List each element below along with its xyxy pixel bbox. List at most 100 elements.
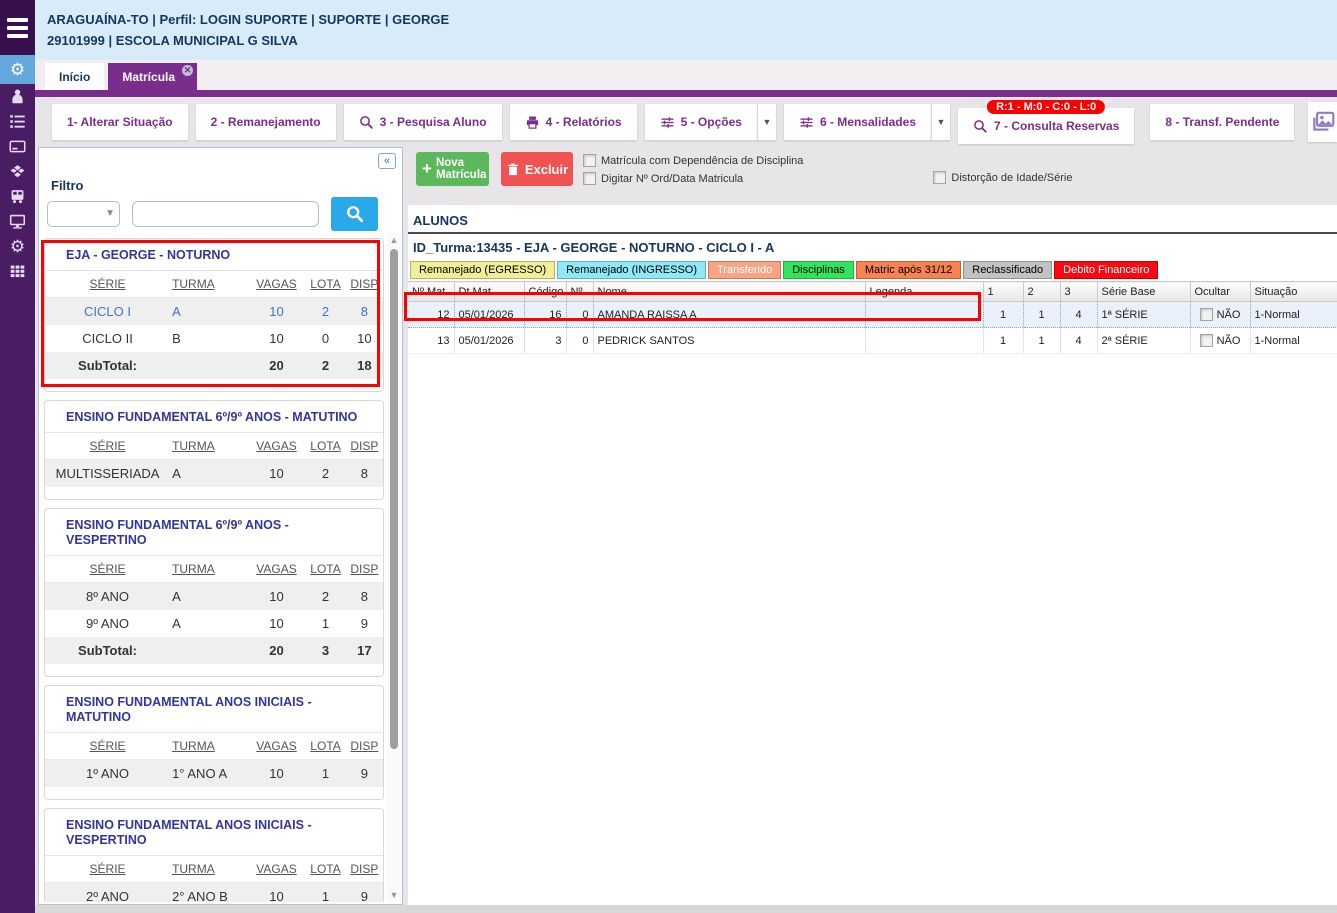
col-serie[interactable]: SÉRIE xyxy=(45,855,171,883)
transf-pendente-button[interactable]: 8 - Transf. Pendente xyxy=(1150,104,1295,140)
turma-header: ID_Turma:13435 - EJA - GEORGE - NOTURNO … xyxy=(413,240,775,255)
col-vagas[interactable]: VAGAS xyxy=(247,432,306,460)
tab-inicio[interactable]: Início xyxy=(45,63,105,90)
turma-row[interactable]: CICLO II B 10 0 10 xyxy=(82,331,372,346)
col-disp[interactable]: DISP xyxy=(345,432,383,460)
col-lota[interactable]: LOTA xyxy=(305,555,346,583)
legend-row: Remanejado (EGRESSO) Remanejado (INGRESS… xyxy=(408,260,1337,281)
sidebar-item-numbered-list[interactable] xyxy=(0,109,35,134)
photo-stack-icon xyxy=(1312,111,1335,131)
col-turma[interactable]: TURMA xyxy=(170,432,248,460)
panel-scrollbar[interactable]: ▲ ▼ xyxy=(387,233,401,902)
opcoes-dropdown-button[interactable]: ▼ xyxy=(756,104,776,140)
col-vagas[interactable]: VAGAS xyxy=(247,855,306,883)
search-icon xyxy=(346,206,363,223)
col-serie[interactable]: SÉRIE xyxy=(45,555,171,583)
col-vagas[interactable]: VAGAS xyxy=(247,270,306,298)
col-lota[interactable]: LOTA xyxy=(305,732,346,760)
filter-type-select[interactable]: ▼ xyxy=(47,201,120,227)
legend-debito-financeiro: Debito Financeiro xyxy=(1054,261,1159,279)
student-row[interactable]: 13 05/01/2026 3 0 PEDRICK SANTOS 1 1 4 2… xyxy=(408,327,1337,354)
col-serie[interactable]: SÉRIE xyxy=(45,270,171,298)
scroll-up-arrow[interactable]: ▲ xyxy=(389,235,399,245)
sidebar-item-payments-card[interactable] xyxy=(0,134,35,159)
col-lota[interactable]: LOTA xyxy=(305,270,346,298)
consulta-reservas-label: 7 - Consulta Reservas xyxy=(994,119,1120,133)
turmas-panel: « Filtro ▼ EJA - GEORGE - NOTURNO SÉRIE … xyxy=(38,147,403,905)
horizontal-scrollbar[interactable] xyxy=(35,905,1337,913)
turma-row[interactable]: 1º ANO 1° ANO A 10 1 9 xyxy=(45,759,383,787)
col-vagas[interactable]: VAGAS xyxy=(247,732,306,760)
ocultar-label: NÃO xyxy=(1216,308,1241,321)
consulta-reservas-button[interactable]: 7 - Consulta Reservas xyxy=(958,108,1135,144)
opcoes-button[interactable]: 5 - Opções xyxy=(644,104,757,140)
pesquisa-aluno-button[interactable]: 3 - Pesquisa Aluno xyxy=(343,104,502,140)
sidebar-item-person[interactable] xyxy=(0,84,35,109)
turma-row[interactable]: 8º ANO A 10 2 8 xyxy=(45,582,383,610)
header-line1: ARAGUAÍNA-TO | Perfil: LOGIN SUPORTE | S… xyxy=(47,12,450,27)
checkbox-distorcao[interactable] xyxy=(933,171,947,184)
sidebar: ⚙ ⚙ xyxy=(0,0,35,913)
filter-search-button[interactable] xyxy=(331,197,378,231)
sliders-icon xyxy=(800,116,813,128)
legend-matric-apos: Matric após 31/12 xyxy=(855,261,962,279)
col-turma[interactable]: TURMA xyxy=(170,855,248,883)
turma-row[interactable]: 9º ANO A 10 1 9 xyxy=(86,616,369,631)
sidebar-item-grid[interactable] xyxy=(0,259,35,284)
subtotal-row: SubTotal: 20 2 18 xyxy=(45,352,383,379)
sidebar-item-monitor[interactable] xyxy=(0,209,35,234)
scroll-down-arrow[interactable]: ▼ xyxy=(389,890,399,900)
photos-button[interactable] xyxy=(1308,102,1337,142)
group-title: ENSINO FUNDAMENTAL ANOS INICIAIS - MATUT… xyxy=(66,695,312,724)
hamburger-menu-icon[interactable] xyxy=(0,0,35,55)
bus-icon xyxy=(11,190,24,204)
checkbox-dependencia-label: Matrícula com Dependência de Disciplina xyxy=(601,154,804,167)
credit-card-icon xyxy=(9,140,26,153)
nova-matricula-button[interactable]: + Nova Matrícula xyxy=(416,152,489,186)
sidebar-item-settings-gears[interactable]: ⚙ xyxy=(0,55,35,84)
ocultar-checkbox[interactable] xyxy=(1199,308,1213,321)
col-turma[interactable]: TURMA xyxy=(170,732,248,760)
relatorios-button[interactable]: 4 - Relatórios xyxy=(509,104,637,140)
action-bar: + Nova Matrícula Excluir Matrícula com D… xyxy=(408,147,1337,205)
students-header-row: Nº Mat Dt Mat Código Nº Nome Legenda 1 2… xyxy=(408,281,1337,302)
scrollbar-thumb[interactable] xyxy=(390,249,398,749)
collapse-panel-button[interactable]: « xyxy=(378,153,396,169)
col-lota[interactable]: LOTA xyxy=(305,432,346,460)
filter-search-input[interactable] xyxy=(132,201,319,227)
tab-matricula[interactable]: Matrícula ✕ xyxy=(108,63,198,90)
ocultar-checkbox[interactable] xyxy=(1199,334,1213,347)
col-turma[interactable]: TURMA xyxy=(170,270,248,298)
alterar-situacao-button[interactable]: 1- Alterar Situação xyxy=(52,104,188,140)
header-line2: 29101999 | ESCOLA MUNICIPAL G SILVA xyxy=(47,33,298,48)
col-disp[interactable]: DISP xyxy=(345,732,383,760)
accent-band xyxy=(35,90,1337,97)
excluir-button[interactable]: Excluir xyxy=(501,152,573,186)
remanejamento-button[interactable]: 2 - Remanejamento xyxy=(195,104,336,140)
sidebar-item-transport[interactable] xyxy=(0,184,35,209)
tab-bar: Início Matrícula ✕ xyxy=(35,60,1337,90)
col-serie[interactable]: SÉRIE xyxy=(45,732,171,760)
student-row-selected[interactable]: 12 05/01/2026 16 0 AMANDA RAISSA A 1 1 4… xyxy=(408,301,1337,328)
col-turma[interactable]: TURMA xyxy=(170,555,248,583)
reservas-counter-badge: R:1 - M:0 - C:0 - L:0 xyxy=(987,100,1106,114)
col-disp[interactable]: DISP xyxy=(345,270,383,298)
checkbox-digitar-ord[interactable] xyxy=(583,172,596,185)
col-lota[interactable]: LOTA xyxy=(305,855,346,883)
mensalidades-dropdown-button[interactable]: ▼ xyxy=(931,104,950,140)
close-icon[interactable]: ✕ xyxy=(182,65,194,76)
sidebar-item-storage-box[interactable] xyxy=(0,159,35,184)
main-area: + Nova Matrícula Excluir Matrícula com D… xyxy=(408,147,1337,905)
col-disp[interactable]: DISP xyxy=(345,855,383,883)
col-serie[interactable]: SÉRIE xyxy=(45,432,171,460)
col-disp[interactable]: DISP xyxy=(345,555,383,583)
sidebar-item-settings[interactable]: ⚙ xyxy=(0,234,35,259)
person-icon xyxy=(12,89,23,104)
checkbox-dependencia[interactable] xyxy=(583,154,596,167)
col-vagas[interactable]: VAGAS xyxy=(247,555,306,583)
turma-row[interactable]: 2º ANO 2° ANO B 10 1 9 xyxy=(45,882,383,902)
turma-row[interactable]: MULTISSERIADA A 10 2 8 xyxy=(45,459,383,487)
group-title: ENSINO FUNDAMENTAL 6º/9º ANOS - VESPERTI… xyxy=(66,518,289,547)
mensalidades-button[interactable]: 6 - Mensalidades xyxy=(783,104,931,140)
